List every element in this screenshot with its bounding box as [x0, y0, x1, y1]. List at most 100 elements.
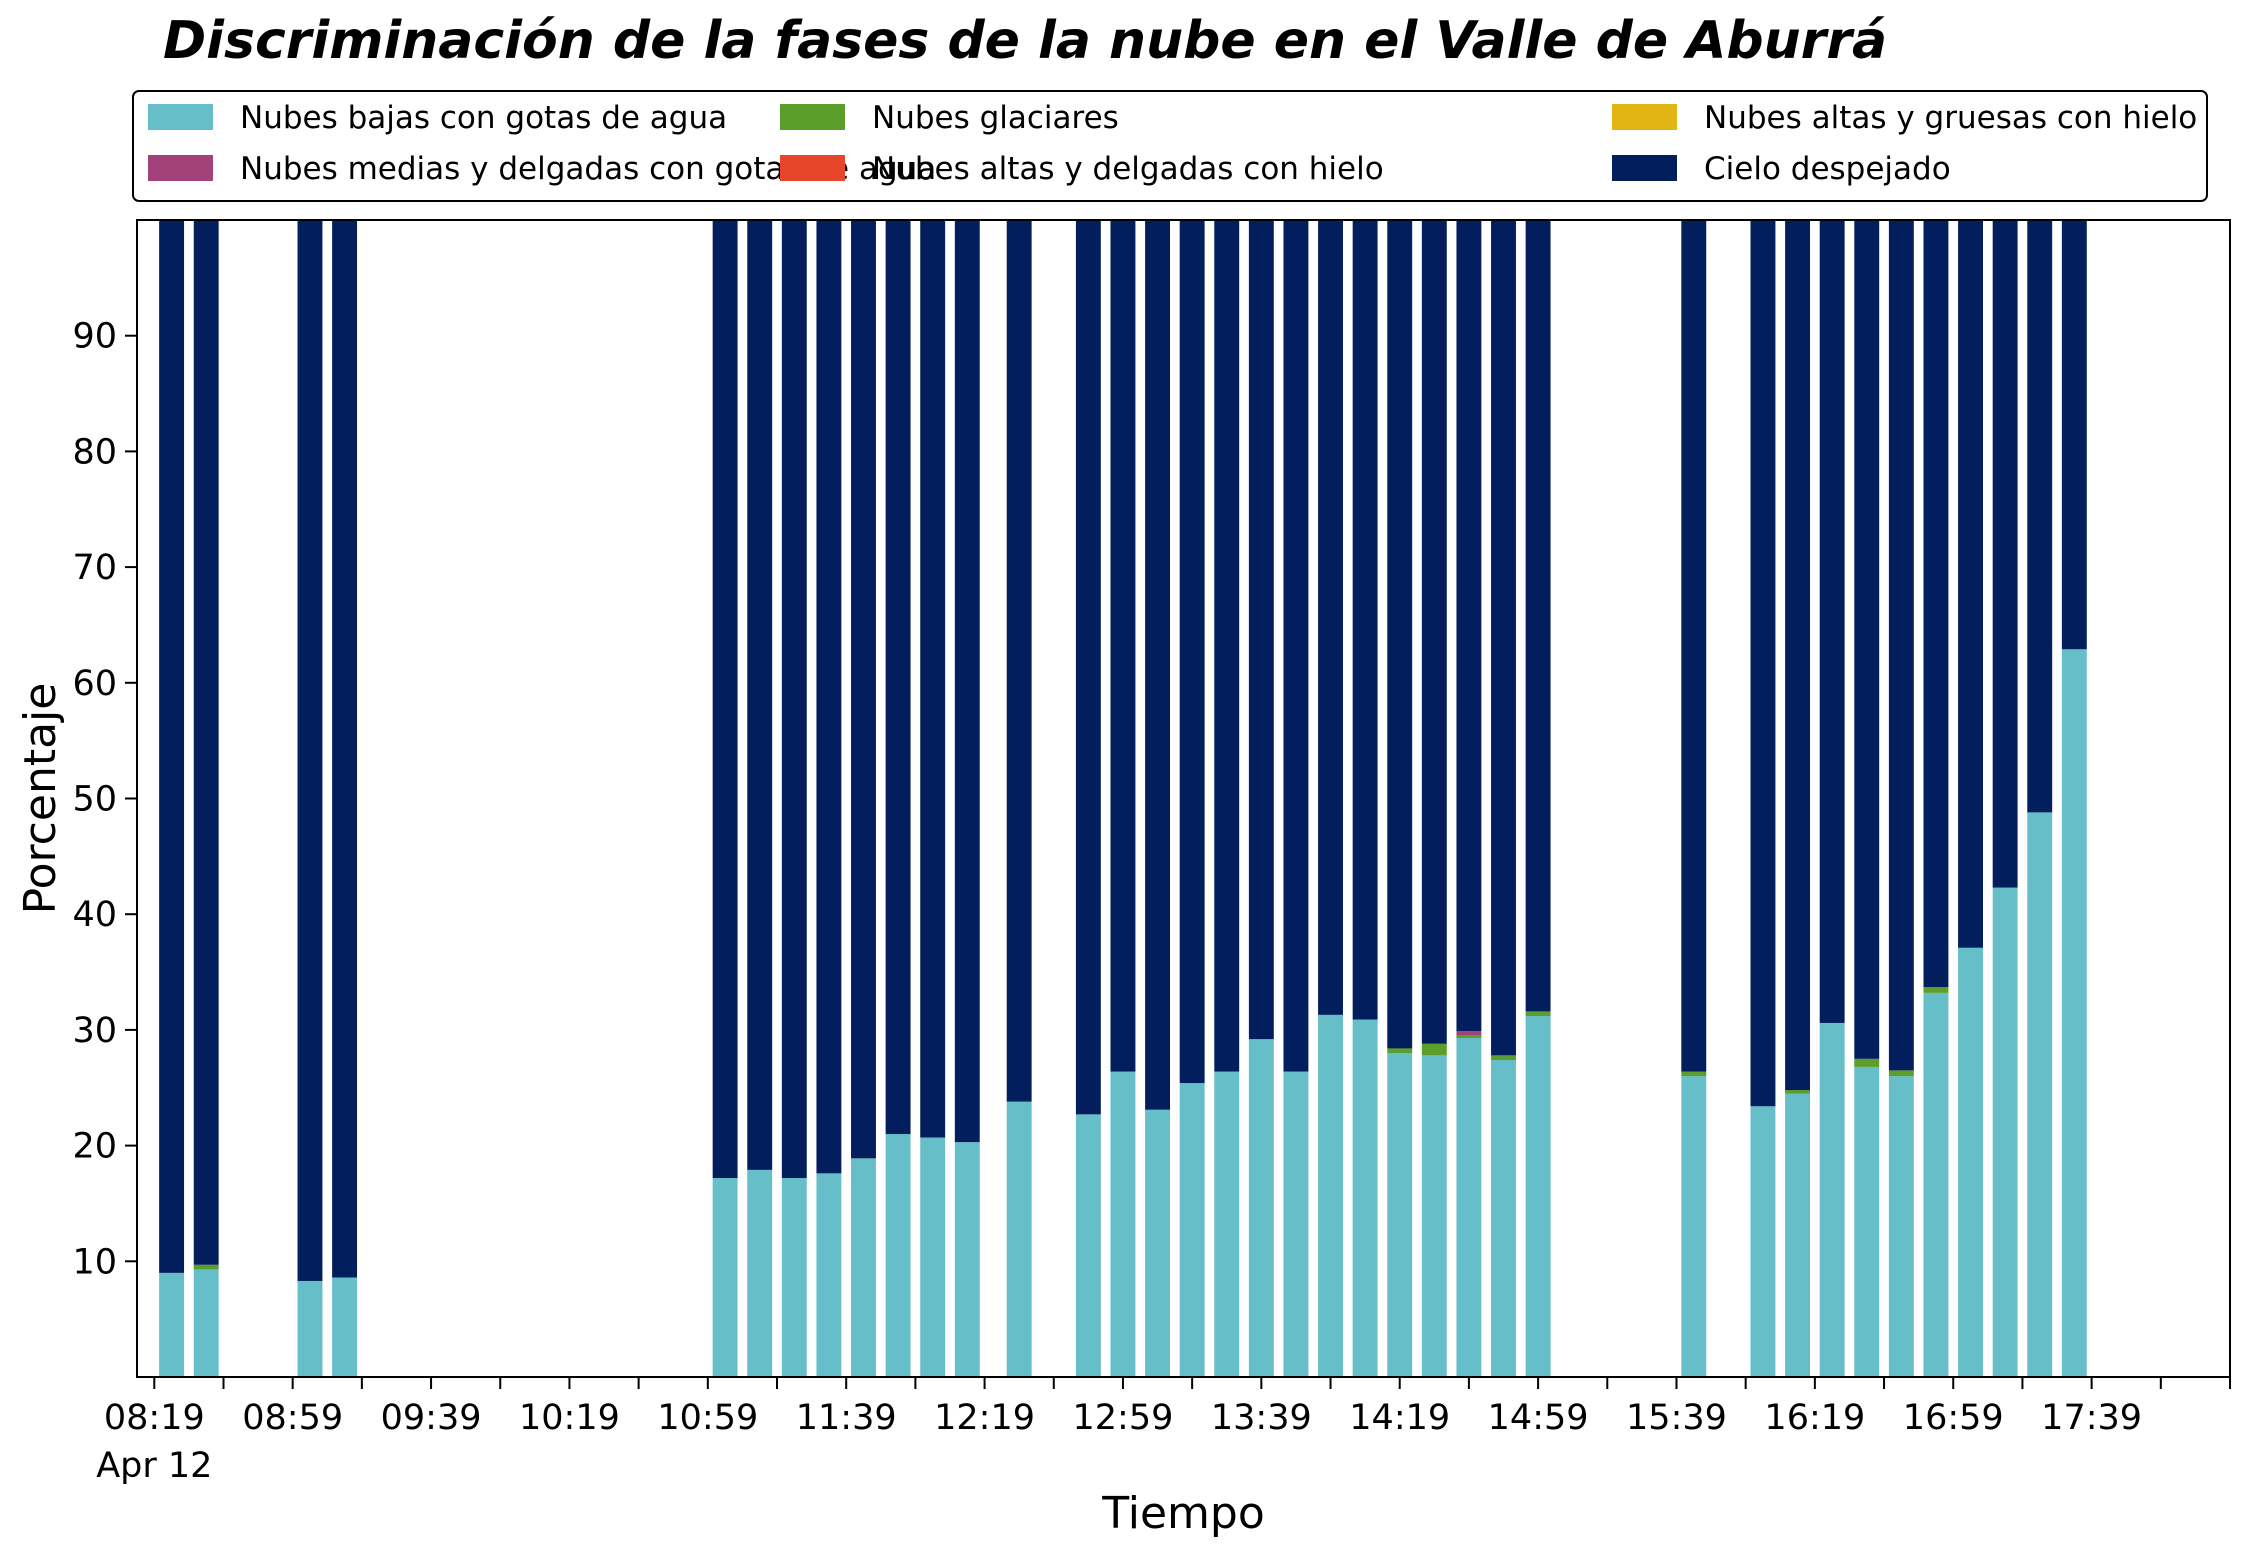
x-tick-label: 16:59 [1903, 1398, 2004, 1438]
bar-segment [1854, 220, 1880, 1059]
x-tick-label: 14:19 [1349, 1398, 1450, 1438]
y-tick-label: 50 [72, 780, 117, 820]
bar-segment [1179, 1083, 1205, 1377]
x-tick-label: 11:39 [796, 1398, 897, 1438]
legend: Nubes bajas con gotas de agua Nubes glaci… [132, 90, 2208, 202]
y-tick-label: 10 [72, 1242, 117, 1282]
x-tick-label: 14:59 [1488, 1398, 1589, 1438]
bar-segment [851, 220, 876, 1159]
bar-segment [1421, 220, 1447, 1044]
bar-segment [1525, 220, 1551, 1012]
bar-segment [297, 220, 323, 1281]
bar-segment [1387, 1053, 1413, 1377]
legend-swatch [1612, 155, 1677, 181]
bar-segment [1214, 220, 1240, 1072]
bar-segment [2027, 220, 2053, 813]
bar-segment [1888, 1076, 1914, 1377]
x-tick-label: 12:19 [934, 1398, 1035, 1438]
x-tick-label: 12:59 [1073, 1398, 1174, 1438]
bar-segment [1145, 1109, 1171, 1377]
x-tick-label: 10:59 [657, 1398, 758, 1438]
bar-segment [1110, 220, 1136, 1072]
legend-label: Nubes altas y delgadas con hielo [872, 151, 1384, 187]
bar-segment [1006, 220, 1032, 1102]
bar-segment [1888, 220, 1914, 1071]
x-tick-label: 08:59 [242, 1398, 343, 1438]
legend-swatch [780, 104, 845, 130]
bar-segment [1992, 220, 2018, 888]
x-tick-label: 13:39 [1211, 1398, 1312, 1438]
bar-segment [816, 220, 842, 1174]
chart-title: Discriminación de la fases de la nube en… [163, 11, 1887, 71]
bar-segment [1923, 220, 1949, 988]
y-axis-label: Porcentaje [15, 683, 66, 915]
bar-segment [747, 220, 773, 1170]
x-tick-label: 09:39 [381, 1398, 482, 1438]
bar-segment [954, 220, 980, 1143]
bar-segment [1006, 1101, 1032, 1377]
bar-segment [1387, 1048, 1413, 1054]
bar-segment [1075, 1114, 1101, 1377]
y-tick-label: 60 [72, 664, 117, 704]
bar-segment [1283, 1071, 1309, 1377]
x-tick-date-label: Apr 12 [96, 1446, 212, 1486]
y-tick-label: 30 [72, 1011, 117, 1051]
bar-segment [332, 1277, 358, 1377]
bar-segment [2027, 812, 2053, 1377]
bar-segment [712, 1177, 738, 1377]
bar-segment [1421, 1055, 1447, 1377]
bar-segment [1248, 220, 1274, 1040]
bar-segment [1888, 1070, 1914, 1077]
bar-segment [1750, 1106, 1776, 1377]
bar-segment [1248, 1039, 1274, 1377]
bar-segment [1750, 220, 1776, 1107]
bar-segment [1785, 220, 1811, 1091]
bar-segment [332, 220, 358, 1278]
bar-segment [297, 1280, 323, 1377]
bar-segment [193, 220, 219, 1265]
bar-segment [885, 1134, 911, 1377]
bar-segment [885, 220, 911, 1135]
bar-segment [1785, 1093, 1811, 1377]
bar-segment [1525, 1011, 1551, 1017]
legend-frame [132, 90, 2208, 202]
y-tick-label: 20 [72, 1127, 117, 1167]
bar-segment [1283, 220, 1309, 1072]
legend-swatch [148, 104, 213, 130]
bar-segment [1456, 1037, 1482, 1377]
bar-segment [1819, 1022, 1845, 1377]
bar-segment [781, 1177, 807, 1377]
bar-segment [1525, 1016, 1551, 1377]
bar-segment [1958, 947, 1983, 1377]
y-tick-label: 70 [72, 548, 117, 588]
bar-segment [712, 220, 738, 1178]
x-tick-label: 16:19 [1764, 1398, 1865, 1438]
x-tick-label: 10:19 [519, 1398, 620, 1438]
bar-segment [1785, 1090, 1811, 1094]
legend-label: Cielo despejado [1704, 151, 1951, 187]
x-tick-label: 17:39 [2041, 1398, 2142, 1438]
x-tick-label: 08:19 [104, 1398, 205, 1438]
bar-segment [1456, 1035, 1482, 1038]
bar-segment [1491, 220, 1516, 1056]
x-tick-label: 15:39 [1626, 1398, 1727, 1438]
bar-segment [1352, 1019, 1378, 1377]
y-tick-label: 40 [72, 895, 117, 935]
bar-segment [193, 1264, 219, 1270]
y-tick-label: 90 [72, 317, 117, 357]
bar-segment [1854, 1058, 1880, 1067]
bar-segment [1318, 1014, 1343, 1377]
bar-segment [1992, 887, 2018, 1377]
bar-segment [920, 1137, 946, 1377]
bar-segment [781, 220, 807, 1178]
legend-label: Nubes glaciares [872, 100, 1119, 136]
bar-segment [1491, 1059, 1516, 1377]
bar-segment [1819, 220, 1845, 1023]
bar-segment [1456, 1031, 1482, 1036]
bar-segment [1110, 1071, 1136, 1377]
bar-segment [1352, 220, 1378, 1020]
bar-segment [1145, 220, 1171, 1110]
bar-segment [1179, 220, 1205, 1084]
bar-segment [1681, 220, 1707, 1072]
